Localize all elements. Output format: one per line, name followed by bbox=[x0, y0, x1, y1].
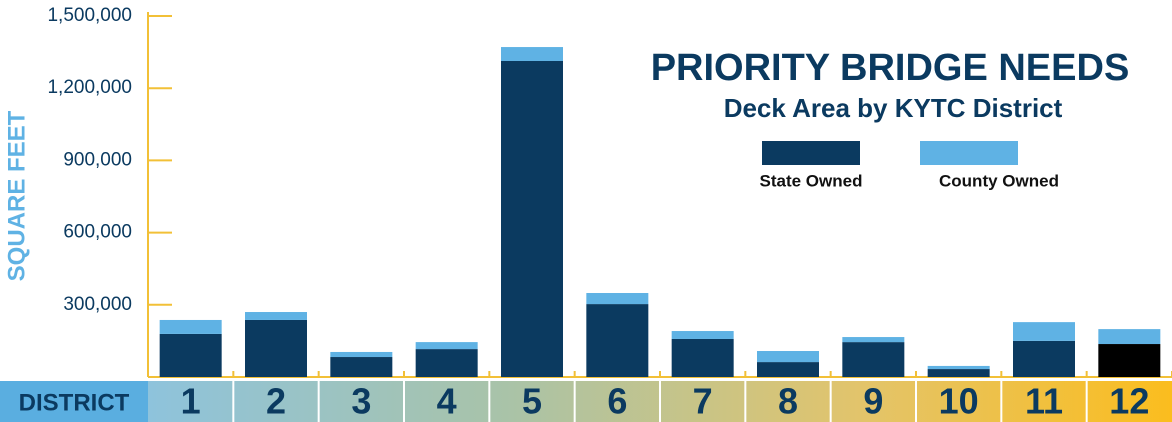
x-tick-label: 8 bbox=[778, 381, 798, 422]
bar-segment bbox=[757, 351, 819, 363]
bar-segment bbox=[1098, 344, 1161, 377]
bar-segment bbox=[927, 369, 990, 377]
y-axis-title: SQUARE FEET bbox=[3, 110, 30, 281]
bar-segment bbox=[586, 293, 649, 305]
x-tick-label: 9 bbox=[863, 381, 883, 422]
legend-label: County Owned bbox=[939, 171, 1059, 190]
x-tick-label: 6 bbox=[607, 381, 627, 422]
bar-segment bbox=[330, 351, 393, 358]
bar-segment bbox=[1013, 322, 1075, 341]
bar-segment bbox=[415, 342, 478, 350]
bar-segment bbox=[501, 61, 563, 377]
bar-segment bbox=[1013, 340, 1075, 377]
y-tick-label: 600,000 bbox=[63, 222, 132, 243]
x-tick-label: 11 bbox=[1025, 381, 1063, 422]
bar-segment bbox=[671, 331, 734, 339]
legend-swatch bbox=[762, 141, 860, 165]
x-tick-label: 7 bbox=[693, 381, 713, 422]
bar-segment bbox=[245, 312, 307, 320]
x-tick-label: 2 bbox=[266, 381, 286, 422]
y-tick-label: 1,500,000 bbox=[47, 5, 132, 26]
bar-segment bbox=[842, 342, 905, 377]
bar-segment bbox=[586, 304, 649, 377]
bar-segment bbox=[159, 333, 222, 377]
y-tick-label: 1,200,000 bbox=[47, 77, 132, 98]
chart-title: PRIORITY BRIDGE NEEDS bbox=[651, 47, 1130, 89]
bar-segment bbox=[927, 365, 990, 370]
legend-swatch bbox=[920, 141, 1018, 165]
bar-segment bbox=[671, 338, 734, 377]
bar-segment bbox=[501, 47, 563, 62]
x-tick-label: 3 bbox=[351, 381, 371, 422]
x-tick-label: 10 bbox=[939, 381, 979, 422]
bar-segment bbox=[245, 319, 307, 377]
bar-segment bbox=[757, 362, 819, 377]
bar-segment bbox=[159, 319, 222, 334]
x-tick-label: 4 bbox=[437, 381, 457, 422]
legend-label: State Owned bbox=[760, 171, 863, 190]
bar-segment bbox=[1098, 329, 1161, 345]
bar-segment bbox=[415, 349, 478, 377]
x-tick-label: 5 bbox=[522, 381, 542, 422]
y-tick-label: 900,000 bbox=[63, 149, 132, 170]
x-label-band bbox=[0, 381, 148, 422]
chart-subtitle: Deck Area by KYTC District bbox=[724, 93, 1063, 123]
x-axis-title: DISTRICT bbox=[19, 389, 130, 416]
bar-segment bbox=[330, 357, 393, 377]
x-tick-label: 1 bbox=[181, 381, 201, 422]
y-tick-label: 300,000 bbox=[63, 294, 132, 315]
x-tick-label: 12 bbox=[1109, 381, 1149, 422]
bar-segment bbox=[842, 337, 905, 343]
